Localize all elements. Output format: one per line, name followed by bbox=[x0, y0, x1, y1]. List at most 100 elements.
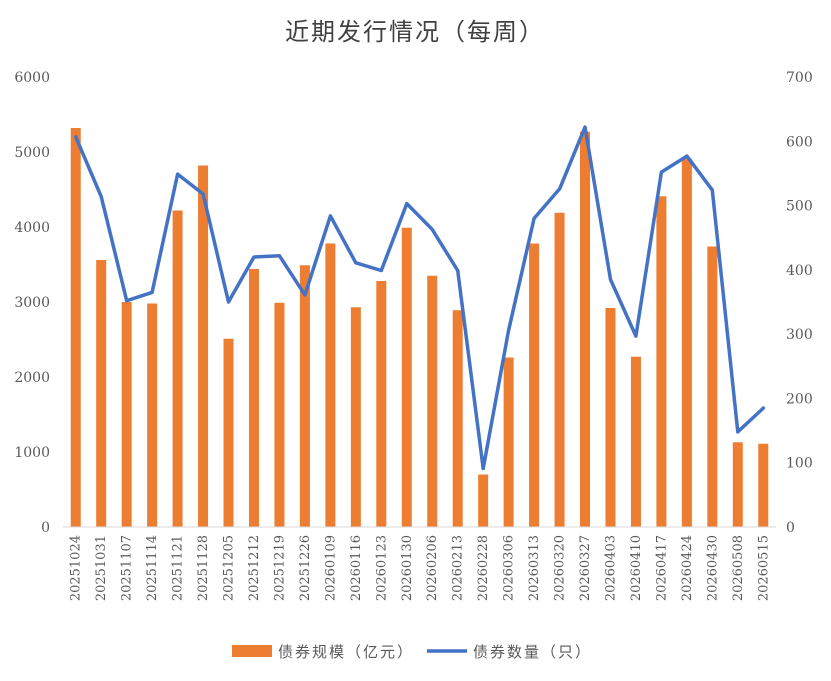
legend-bar-label: 债券规模（亿元） bbox=[278, 643, 414, 661]
left-tick-label: 6000 bbox=[14, 70, 50, 86]
line-point bbox=[379, 269, 383, 272]
line-point bbox=[227, 300, 231, 304]
line-point bbox=[481, 467, 485, 470]
line-point bbox=[558, 187, 562, 191]
bar bbox=[198, 165, 209, 527]
line-point bbox=[685, 154, 689, 158]
line-point bbox=[761, 406, 765, 410]
x-tick-label: 20251205 bbox=[222, 535, 237, 601]
bar bbox=[478, 474, 489, 527]
left-tick-label: 0 bbox=[41, 520, 50, 536]
right-tick-label: 500 bbox=[786, 199, 813, 215]
x-tick-label: 20251024 bbox=[69, 535, 84, 601]
bar bbox=[350, 307, 361, 527]
right-tick-label: 0 bbox=[786, 520, 795, 536]
bar bbox=[274, 302, 285, 527]
bar bbox=[580, 131, 591, 527]
left-tick-label: 5000 bbox=[14, 145, 50, 161]
right-tick-label: 200 bbox=[786, 391, 813, 407]
bar bbox=[427, 275, 438, 527]
right-tick-label: 600 bbox=[786, 134, 813, 150]
x-tick-label: 20260206 bbox=[425, 535, 440, 601]
line-point bbox=[405, 202, 409, 206]
x-tick-label: 20260327 bbox=[578, 535, 593, 601]
bar bbox=[121, 302, 132, 527]
x-tick-label: 20251114 bbox=[145, 535, 160, 601]
x-tick-label: 20251121 bbox=[171, 535, 186, 601]
right-tick-label: 300 bbox=[786, 327, 813, 343]
x-tick-label: 20260306 bbox=[502, 535, 517, 601]
line-point bbox=[736, 430, 740, 434]
line-point bbox=[252, 255, 256, 259]
legend: 债券规模（亿元） 债券数量（只） bbox=[232, 643, 592, 661]
line-point bbox=[710, 188, 714, 192]
bar bbox=[376, 281, 387, 527]
line-point bbox=[430, 227, 434, 231]
x-tick-label: 20260417 bbox=[654, 535, 669, 601]
bar bbox=[325, 243, 336, 527]
line-point bbox=[659, 170, 663, 174]
chart-title: 近期发行情况（每周） bbox=[285, 18, 545, 46]
bar bbox=[147, 303, 158, 527]
line-point bbox=[328, 214, 332, 218]
bar bbox=[732, 442, 743, 527]
line-point bbox=[150, 290, 154, 294]
bar bbox=[452, 310, 463, 527]
x-tick-label: 20251128 bbox=[196, 535, 211, 601]
bar bbox=[681, 158, 692, 527]
bar bbox=[503, 357, 514, 527]
left-axis-ticks: 0 1000 2000 3000 4000 5000 6000 bbox=[14, 70, 50, 536]
x-tick-label: 20260508 bbox=[731, 535, 746, 601]
bar bbox=[401, 227, 412, 527]
x-tick-label: 20260123 bbox=[374, 535, 389, 601]
x-tick-label: 20251107 bbox=[120, 535, 135, 601]
bar bbox=[758, 443, 769, 527]
x-tick-label: 20260313 bbox=[527, 535, 542, 601]
line-point bbox=[456, 269, 460, 272]
line-series bbox=[73, 125, 766, 471]
bar bbox=[96, 260, 107, 527]
left-tick-label: 1000 bbox=[14, 445, 50, 461]
x-tick-label: 20260130 bbox=[400, 535, 415, 601]
x-tick-label: 20260430 bbox=[705, 535, 720, 601]
line-point bbox=[507, 328, 511, 332]
x-tick-label: 20260320 bbox=[553, 535, 568, 601]
x-tick-label: 20260410 bbox=[629, 535, 644, 601]
x-tick-label: 20260424 bbox=[680, 535, 695, 601]
x-tick-label: 20260515 bbox=[756, 535, 771, 601]
left-tick-label: 3000 bbox=[14, 295, 50, 311]
x-tick-label: 20251212 bbox=[247, 535, 262, 601]
line-point bbox=[99, 195, 103, 199]
bar bbox=[605, 308, 616, 527]
line-series-path bbox=[73, 125, 766, 471]
x-tick-label: 20251031 bbox=[94, 535, 109, 601]
bar bbox=[172, 210, 183, 527]
bar bbox=[554, 212, 565, 527]
line-point bbox=[532, 216, 536, 220]
bar bbox=[299, 265, 310, 527]
x-tick-label: 20260116 bbox=[349, 535, 364, 601]
x-tick-label: 20251219 bbox=[272, 535, 287, 601]
line-point bbox=[125, 299, 129, 303]
x-tick-label: 20260213 bbox=[451, 535, 466, 601]
legend-line-label: 债券数量（只） bbox=[473, 643, 592, 661]
x-tick-label: 20260228 bbox=[476, 535, 491, 601]
line-point bbox=[354, 261, 358, 265]
line-point bbox=[201, 192, 205, 196]
line-point bbox=[303, 293, 307, 297]
line-point bbox=[634, 334, 638, 338]
x-tick-label: 20260403 bbox=[603, 535, 618, 601]
left-tick-label: 2000 bbox=[14, 370, 50, 386]
bar bbox=[630, 356, 641, 527]
bar bbox=[656, 196, 667, 527]
bar bbox=[70, 128, 81, 527]
legend-bar-swatch bbox=[232, 645, 272, 657]
right-tick-label: 100 bbox=[786, 456, 813, 472]
line-point bbox=[74, 135, 78, 139]
bar bbox=[248, 269, 259, 527]
left-tick-label: 4000 bbox=[14, 220, 50, 236]
bar bbox=[707, 246, 718, 527]
line-point bbox=[277, 254, 281, 258]
